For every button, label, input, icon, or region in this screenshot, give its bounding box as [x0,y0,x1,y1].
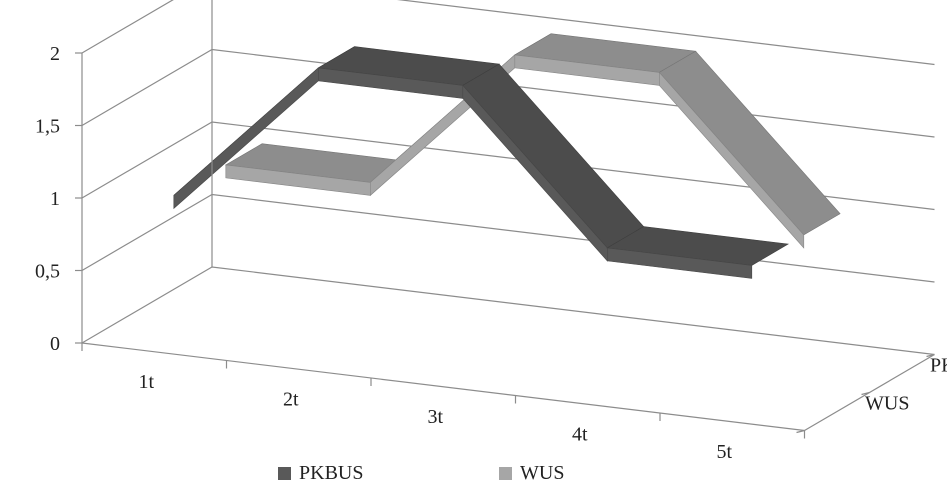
gridline-0 [81,266,935,356]
depth-label-0: PKBUS [930,355,947,377]
depth-tick-mark-2 [926,353,935,358]
ribbon-face-wus-3 [658,71,805,249]
y-tick-label-0: 0 [50,333,60,355]
x-tick-label-3: 4t [572,423,588,445]
legend-swatch-pkbus [278,467,291,480]
legend-label-wus: WUS [520,462,565,484]
x-tick-label-1: 2t [283,388,299,410]
x-tick-label-0: 1t [138,371,154,393]
ribbon-face-pkbus-0 [173,67,319,210]
y-tick-label-2: 1 [50,188,60,210]
y-tick-label-4: 2 [50,43,60,65]
depth-label-1: WUS [865,393,909,415]
x-tick-label-2: 3t [427,406,443,428]
series-ribbons [173,33,841,279]
depth-tick-mark-1 [861,391,870,396]
series-pkbus [173,46,790,279]
depth-tick-mark-0 [796,429,805,434]
legend-label-pkbus: PKBUS [299,462,364,484]
x-tick-label-4: 5t [716,441,732,463]
y-tick-label-3: 1,5 [35,116,60,138]
legend-item-pkbus: PKBUS [278,462,363,485]
ribbon-face-pkbus-3 [606,247,753,279]
axes [75,0,935,439]
legend-item-wus: WUS [499,462,564,485]
ribbon-top-wus-3 [658,50,841,236]
legend: PKBUS WUS [0,462,947,488]
legend-swatch-wus [499,467,512,480]
y-tick-label-1: 0,5 [35,261,60,283]
x-axis-line [81,342,805,432]
axis-labels: 0 0,5 1 1,5 2 1t 2t 3t 4t 5t PKBUS WUS [35,43,947,463]
gridline-4 [81,0,935,66]
